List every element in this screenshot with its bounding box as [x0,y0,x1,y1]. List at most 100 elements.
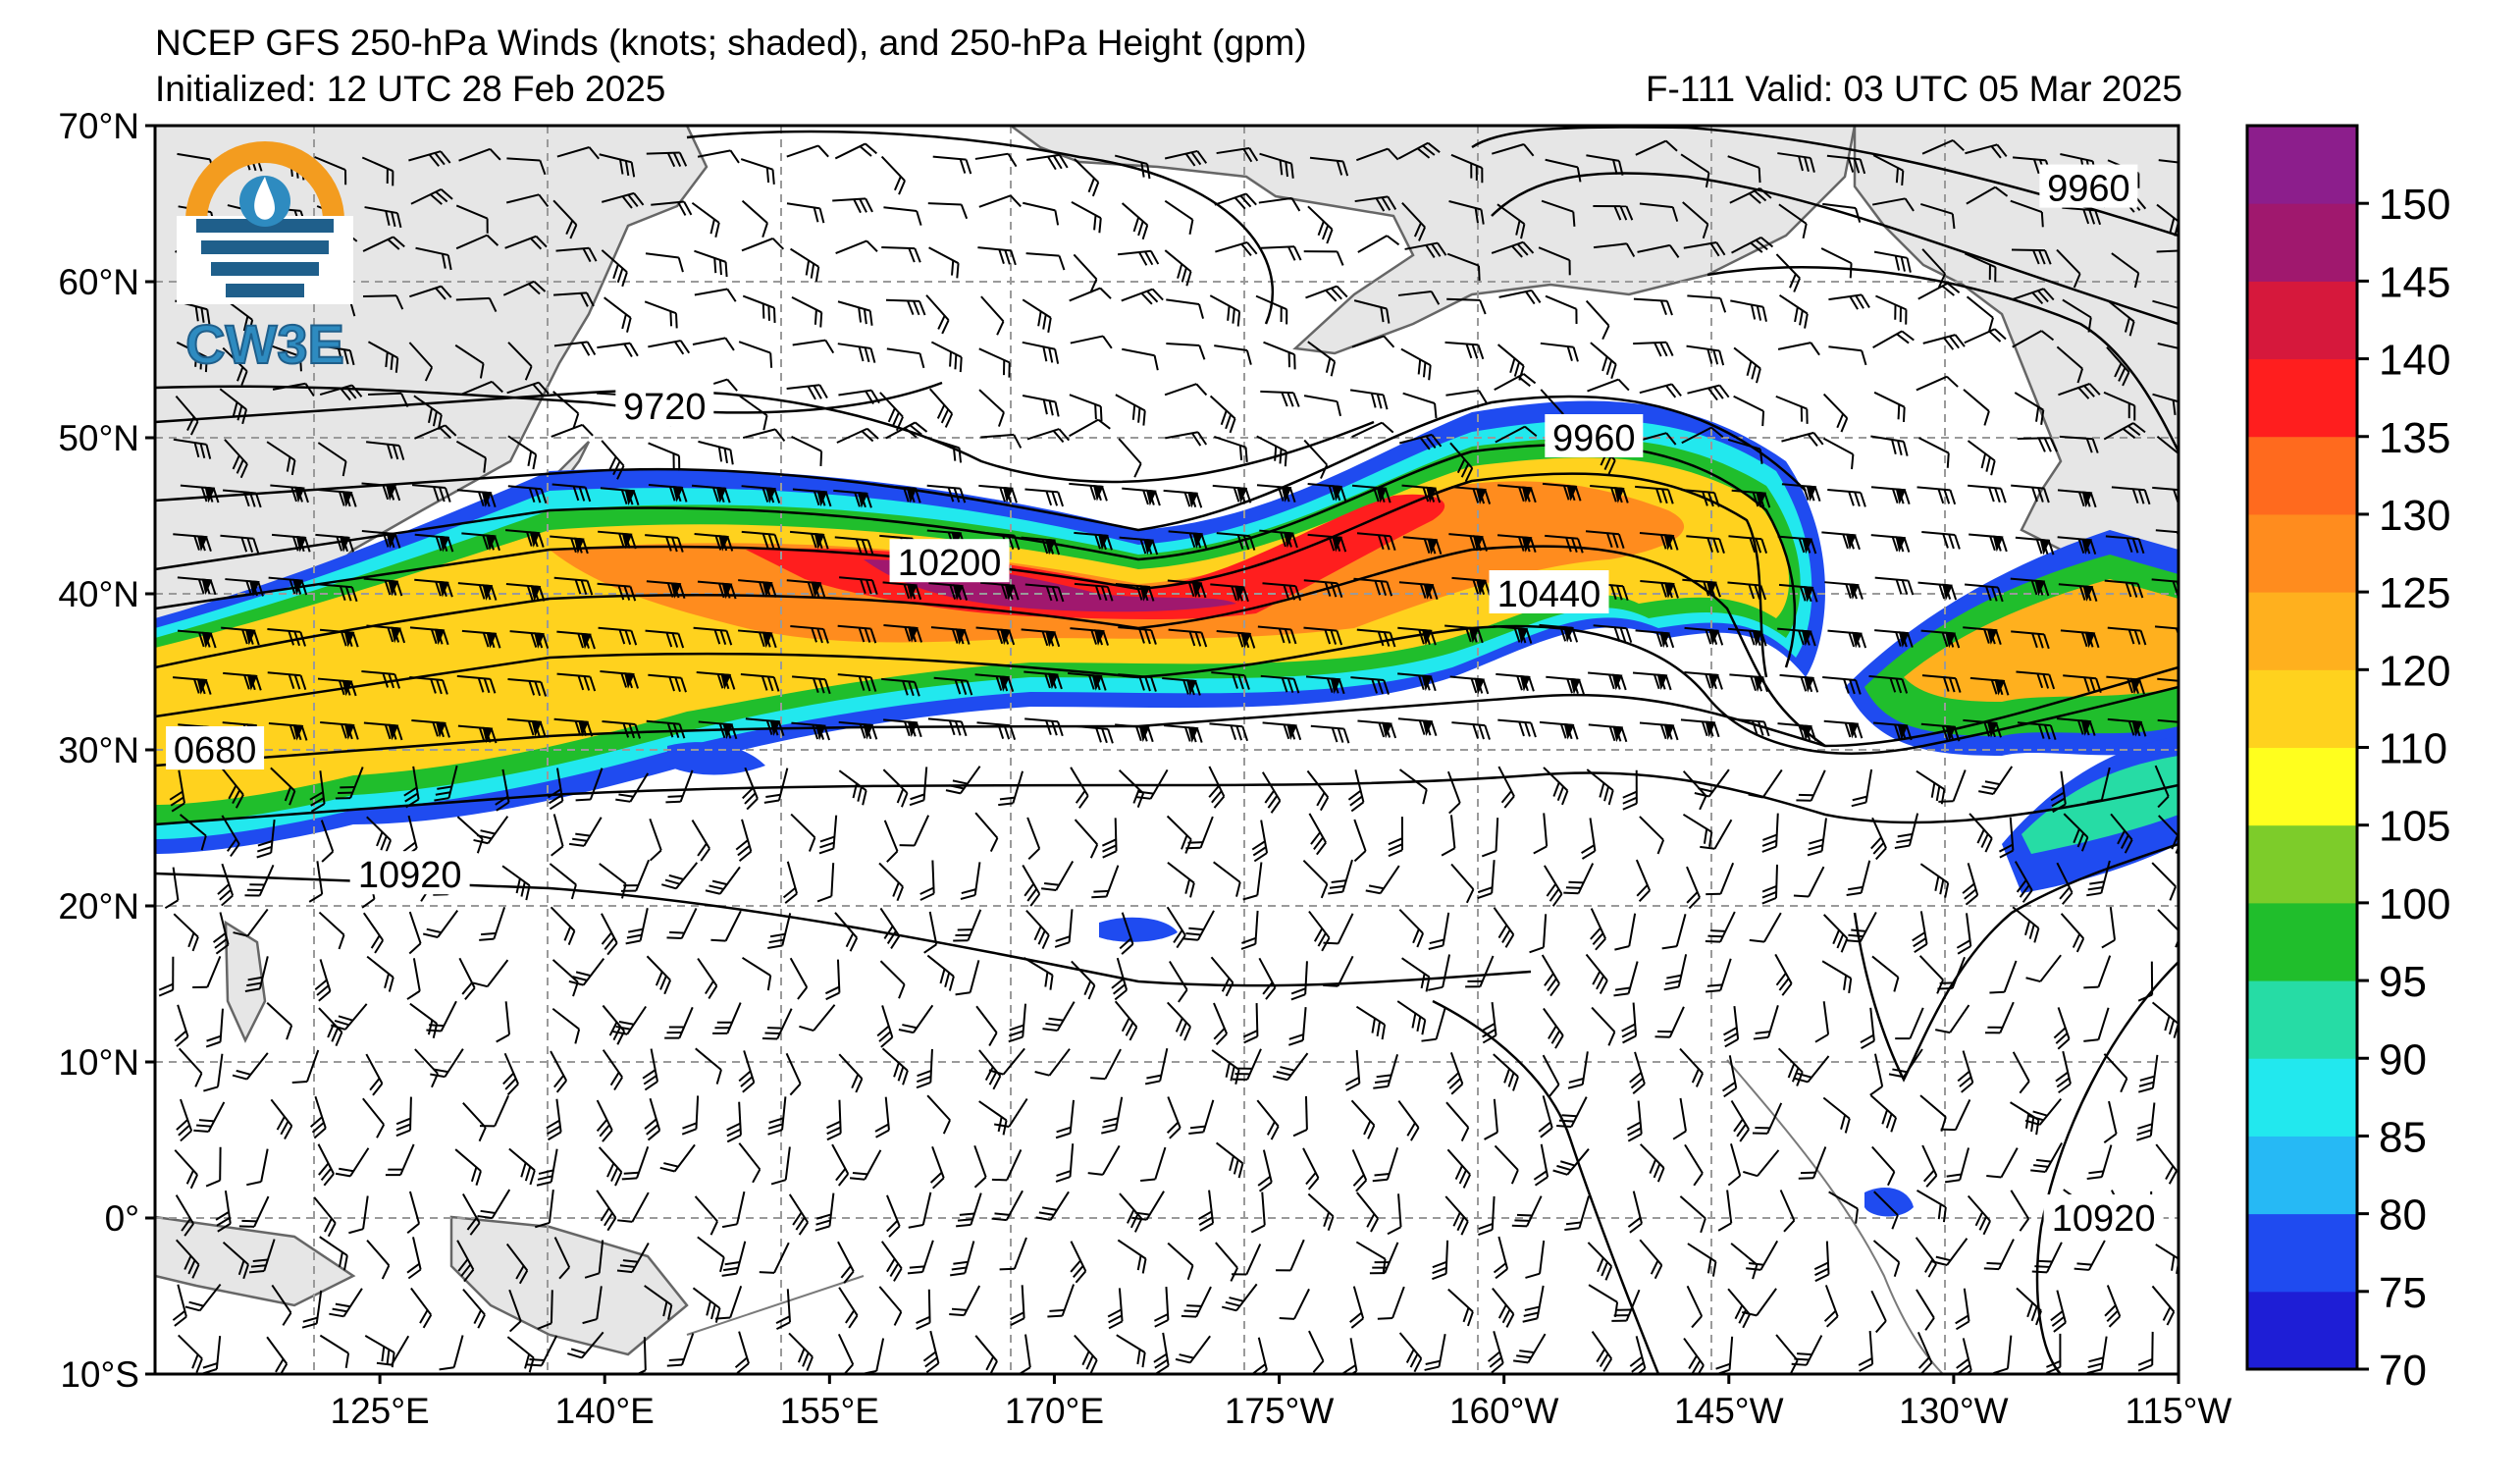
wind-barb [233,908,269,937]
land-philippines [224,920,267,1043]
wind-barb [1307,205,1334,244]
wind-barb [1511,1195,1543,1228]
wind-barb [1115,394,1146,426]
wind-barb [1964,252,1997,283]
colorbar-tick-label: 95 [2379,958,2427,1006]
wind-barb [1258,196,1301,212]
wind-barb [601,191,645,209]
wind-barb [222,489,262,508]
wind-barb [1957,1050,1974,1093]
wind-barb [319,1236,348,1271]
wind-barb [1493,1236,1509,1280]
wind-barb [834,912,859,952]
wind-barb [1451,576,1492,596]
wind-barb [458,147,501,162]
wind-barb [790,624,829,644]
wind-barb [694,533,734,552]
wind-barb [2016,670,2056,690]
colorbar-tick-label: 125 [2379,569,2450,617]
wind-barb [266,441,296,476]
wind-barb [693,626,733,646]
colorbar-tick-label: 120 [2379,647,2450,695]
wind-barb [1444,624,1484,644]
wind-barb [712,1002,742,1034]
wind-barb [2050,1290,2067,1333]
wind-barb [1451,486,1492,504]
wind-barb [2086,1336,2108,1374]
wind-barb [1778,583,1818,603]
wind-barb [1682,770,1707,811]
wind-barb [1873,250,1912,273]
wind-barb [883,623,923,643]
wind-barb [1497,766,1515,809]
wind-barb [406,1191,421,1235]
wind-barb [1162,677,1201,696]
wind-barb [403,766,420,809]
wind-barb [1404,241,1447,259]
wind-barb [994,1097,1028,1129]
wind-barb [508,1289,522,1333]
wind-barb [506,717,547,737]
colorbar-segment [2247,1291,2357,1370]
wind-barb [314,156,347,185]
contour-label: 9960 [1545,414,1644,459]
wind-barb [646,955,672,995]
wind-barb [1115,723,1154,743]
wind-barb [1446,1148,1471,1189]
wind-barb [1870,534,1911,553]
wind-barb [1727,439,1763,464]
wind-barb [1681,426,1724,445]
wind-barb [1590,342,1617,380]
wind-barb [644,1285,673,1320]
colorbar-tick-label: 100 [2379,880,2450,928]
wind-barb [175,1194,194,1237]
wind-barb [1632,671,1672,691]
wind-barb [1969,533,2008,553]
wind-barb [363,721,403,741]
wind-barb [1215,241,1258,257]
wind-barb [329,1288,363,1318]
wind-barb [1465,955,1495,988]
wind-barb [791,721,830,741]
colorbar-tick-label: 75 [2379,1269,2427,1317]
wind-barb [1730,299,1767,322]
wind-barb [414,533,454,553]
wind-barb [1686,866,1701,910]
wind-barb [2104,1285,2122,1328]
wind-barb [1070,1241,1087,1284]
wind-barb [178,1334,203,1373]
wind-barb [837,300,873,326]
lat-tick-label: 10°S [60,1354,139,1395]
colorbar-tick-label: 70 [2379,1347,2427,1395]
lon-tick-label: 160°W [1449,1391,1559,1431]
wind-barb [317,677,357,697]
wind-barb [788,1193,809,1236]
wind-barb [501,865,531,901]
wind-barb [2060,629,2100,649]
wind-barb [1613,961,1639,997]
wind-barb [1686,1285,1704,1329]
wind-barb [462,1102,487,1142]
wind-barb [791,435,823,466]
wind-barb [1921,139,1965,155]
wind-barb [2011,630,2050,650]
wind-barb [1307,1192,1335,1232]
wind-barb [505,1243,529,1285]
wind-barb [837,1241,855,1284]
wind-barb [2062,206,2102,226]
wind-barb [2103,422,2146,441]
wind-barb [1775,253,1801,292]
colorbar-segment [2247,281,2357,360]
wind-barb [761,1008,793,1040]
wind-barb [1963,389,1990,426]
wind-barb [1428,912,1450,950]
wind-barb [1921,1144,1938,1188]
wind-barb [1874,629,1914,648]
wind-barb [1723,1005,1740,1048]
wind-barb [602,720,642,739]
wind-barb [1041,861,1075,891]
wind-barb [1024,488,1065,507]
wind-barb [1860,1007,1875,1049]
wind-barb [666,907,698,940]
